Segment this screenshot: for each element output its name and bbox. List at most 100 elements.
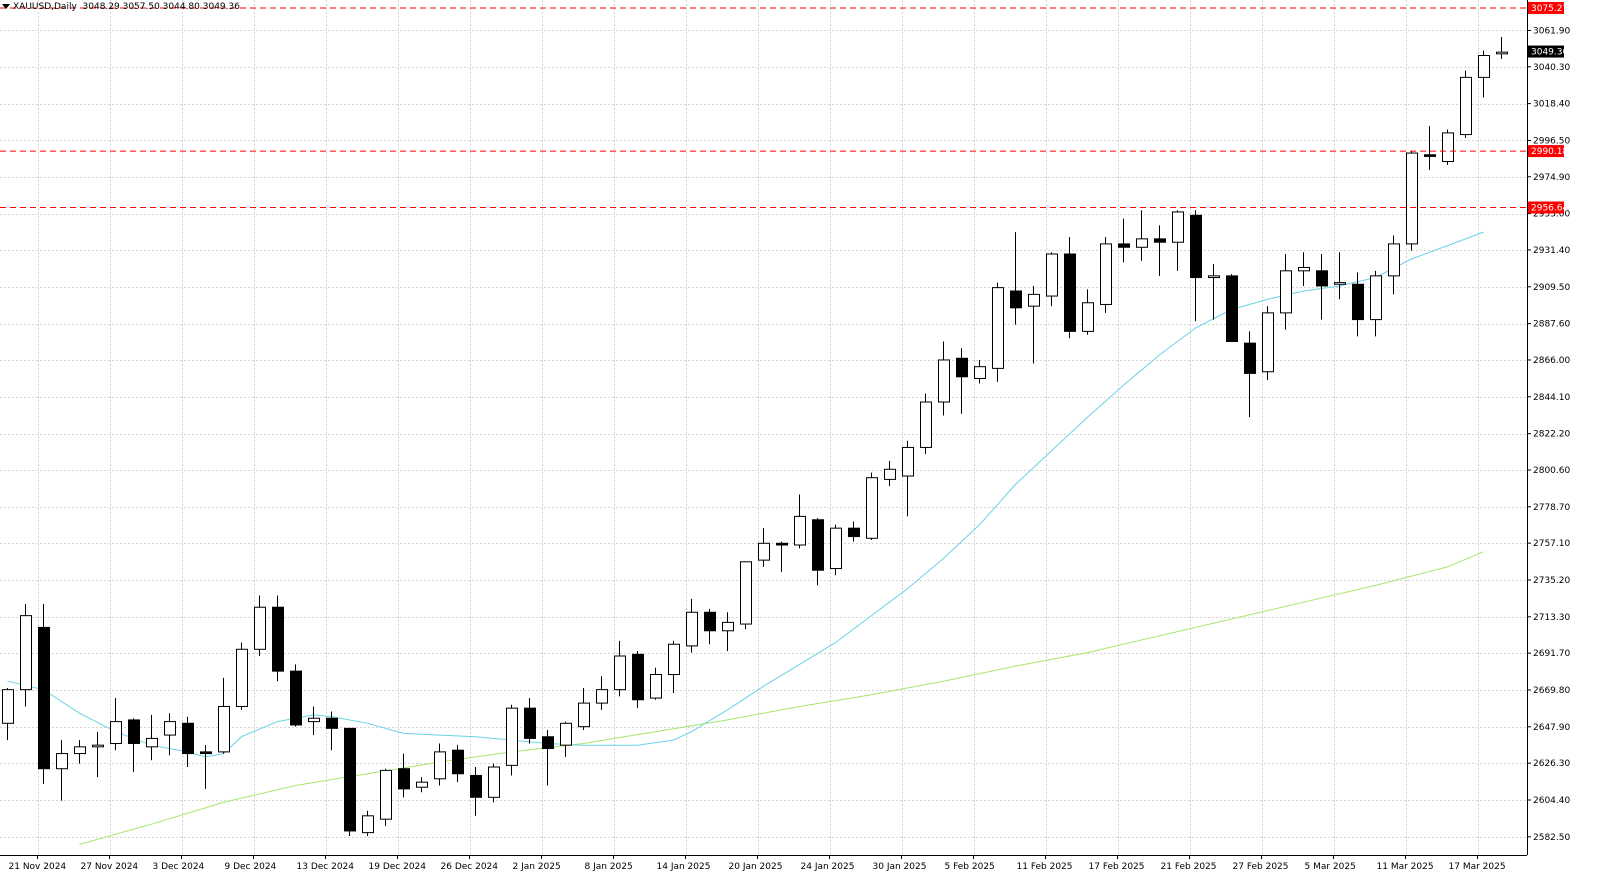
- candle-body: [1352, 283, 1364, 321]
- candle-body: [434, 751, 446, 780]
- candle-body: [1460, 76, 1472, 136]
- candle-body: [596, 689, 608, 704]
- y-tick-label: 2974.90: [1533, 173, 1570, 183]
- candle-body: [920, 401, 932, 448]
- candle: [1154, 225, 1166, 276]
- candle-body: [1046, 253, 1058, 297]
- candle: [992, 282, 1004, 382]
- candle-body: [740, 561, 752, 625]
- candle: [1460, 70, 1472, 138]
- candle: [38, 603, 50, 784]
- candle-body: [1190, 214, 1202, 279]
- candle-body: [668, 643, 680, 676]
- y-tick-label: 2604.40: [1533, 796, 1570, 806]
- candle: [128, 718, 140, 773]
- candle: [1082, 289, 1094, 335]
- y-tick-label: 3018.40: [1533, 100, 1570, 110]
- candle: [146, 714, 158, 761]
- candle-body: [200, 751, 212, 755]
- candle-body: [182, 722, 194, 755]
- candle-body: [164, 721, 176, 736]
- candle-body: [1226, 275, 1238, 342]
- x-tick-label: 3 Dec 2024: [153, 862, 205, 872]
- x-tick-label: 5 Mar 2025: [1305, 862, 1356, 872]
- candle: [380, 768, 392, 826]
- candle-body: [560, 722, 572, 746]
- candle: [1424, 126, 1436, 170]
- x-tick-label: 21 Feb 2025: [1161, 862, 1217, 872]
- candle-body: [758, 542, 770, 561]
- candle-body: [722, 621, 734, 632]
- candle-body: [866, 477, 878, 539]
- candle-body: [146, 737, 158, 748]
- candle-body: [650, 674, 662, 699]
- y-tick-label: 2582.50: [1533, 833, 1570, 843]
- candle-body: [2, 689, 14, 724]
- candle-body: [830, 527, 842, 570]
- candle-body: [938, 359, 950, 403]
- candle: [344, 727, 356, 836]
- candles: [2, 37, 1508, 836]
- candle: [722, 612, 734, 651]
- candle-body: [92, 744, 104, 748]
- level-tag: [1528, 1, 1564, 14]
- candle-body: [704, 611, 716, 632]
- candle: [236, 642, 248, 710]
- ma-slow-line: [79, 551, 1484, 845]
- y-tick-label: 2669.80: [1533, 686, 1570, 696]
- candle: [1172, 210, 1184, 271]
- x-tick-label: 2 Jan 2025: [513, 862, 561, 872]
- y-tick-label: 2713.30: [1533, 613, 1570, 623]
- candle-body: [812, 519, 824, 571]
- dropdown-triangle-icon[interactable]: [2, 4, 10, 9]
- candle: [434, 743, 446, 786]
- candle-body: [488, 766, 500, 798]
- candle-body: [1406, 152, 1418, 245]
- candle-body: [1388, 243, 1400, 277]
- candle: [1280, 253, 1292, 330]
- candle: [92, 731, 104, 778]
- candle-body: [398, 768, 410, 790]
- candle: [578, 687, 590, 731]
- candle: [1028, 285, 1040, 364]
- candle-body: [362, 815, 374, 834]
- x-tick-label: 14 Jan 2025: [657, 862, 711, 872]
- y-tick-label: 2757.10: [1533, 539, 1570, 549]
- candle-body: [1334, 282, 1346, 285]
- candle: [218, 677, 230, 754]
- candle-body: [902, 446, 914, 477]
- candle: [1244, 331, 1256, 418]
- y-tick-label: 2626.30: [1533, 759, 1570, 769]
- candle-body: [1424, 154, 1436, 157]
- candle: [56, 740, 68, 801]
- candle: [1496, 37, 1508, 59]
- x-tick-label: 27 Nov 2024: [81, 862, 139, 872]
- candle: [866, 472, 878, 540]
- candle: [884, 460, 896, 487]
- candle: [2, 687, 14, 741]
- candle: [1064, 237, 1076, 339]
- candle-body: [1118, 243, 1130, 248]
- candle-body: [56, 753, 68, 770]
- y-tick-label: 2844.10: [1533, 393, 1570, 403]
- candle-body: [38, 626, 50, 770]
- candle-body: [1316, 270, 1328, 287]
- candle: [830, 524, 842, 576]
- y-tick-label: 3040.30: [1533, 63, 1570, 73]
- candle: [20, 603, 32, 707]
- y-tick-label: 2647.90: [1533, 723, 1570, 733]
- candle: [1316, 253, 1328, 320]
- candle-body: [1280, 270, 1292, 314]
- candle-body: [254, 606, 266, 650]
- x-tick-label: 30 Jan 2025: [873, 862, 927, 872]
- y-tick-label: 3061.90: [1533, 26, 1570, 36]
- candle-body: [218, 705, 230, 753]
- candle-body: [416, 781, 428, 788]
- symbol-label: XAUUSD,Daily: [13, 2, 77, 12]
- y-tick-label: 2691.70: [1533, 649, 1570, 659]
- candle: [1226, 274, 1238, 342]
- candle-body: [1496, 51, 1508, 55]
